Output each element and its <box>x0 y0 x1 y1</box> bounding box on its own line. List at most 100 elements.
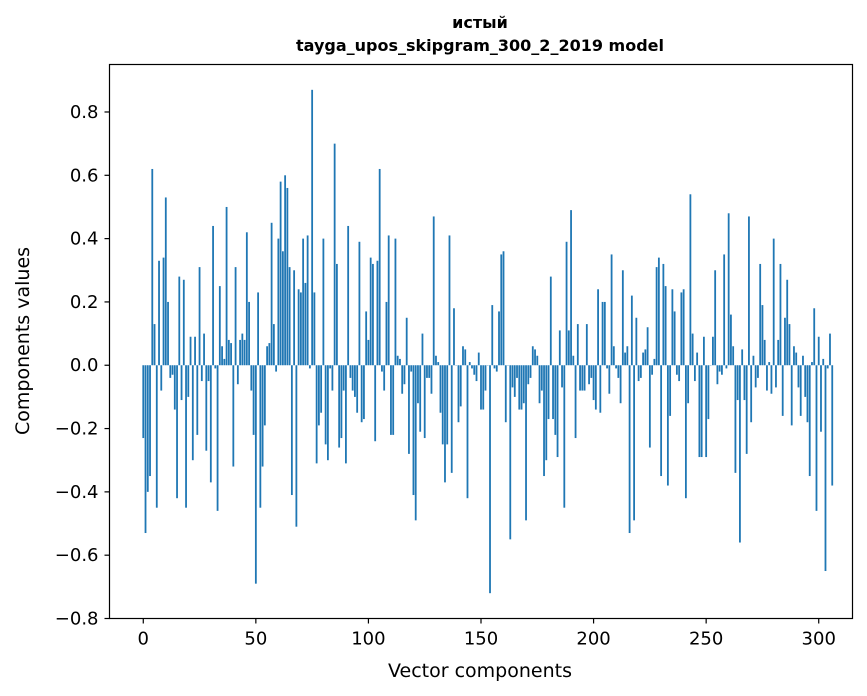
bar <box>750 365 753 423</box>
bar <box>831 365 834 486</box>
bar <box>797 365 800 388</box>
bar <box>248 301 250 366</box>
bar <box>815 365 818 511</box>
bar <box>142 365 145 439</box>
bar <box>552 365 554 420</box>
bar <box>340 365 343 439</box>
bar <box>207 365 210 382</box>
bar <box>529 365 532 378</box>
bar <box>495 365 498 372</box>
bar <box>221 346 223 366</box>
bar <box>775 365 777 388</box>
bar <box>757 365 759 378</box>
bar <box>761 305 764 366</box>
bar <box>349 365 352 378</box>
y-tick-label: 0.2 <box>70 292 99 313</box>
bar <box>500 254 503 366</box>
bar <box>752 355 755 366</box>
bar <box>793 346 795 366</box>
plot-frame <box>108 63 854 620</box>
bar <box>403 365 406 385</box>
bar <box>236 365 239 385</box>
bar <box>644 349 647 366</box>
bar <box>493 365 496 369</box>
bar <box>336 263 338 366</box>
bar <box>540 365 543 391</box>
bar <box>579 365 581 391</box>
bar <box>367 339 370 366</box>
bar <box>705 365 708 458</box>
bar <box>212 225 214 366</box>
bar <box>822 358 825 366</box>
bar <box>680 292 683 366</box>
x-tick-label: 100 <box>351 629 385 650</box>
y-tick-label: 0.6 <box>70 165 99 186</box>
bar <box>200 365 203 382</box>
bar <box>648 365 651 448</box>
bar <box>293 270 296 366</box>
y-tick-label: −0.2 <box>55 419 99 440</box>
bar <box>498 311 500 366</box>
bar <box>155 365 158 508</box>
bar <box>630 295 633 366</box>
y-tick-label: 0.4 <box>70 229 99 250</box>
x-axis-ticks: 0 50 100 150 200 250 300 <box>138 618 836 650</box>
bar <box>583 365 586 391</box>
bar <box>477 352 480 366</box>
bar <box>317 365 320 426</box>
bar <box>766 365 768 391</box>
bar <box>829 333 831 366</box>
bar <box>480 365 482 410</box>
bar <box>673 311 676 366</box>
bar <box>525 365 527 521</box>
bar <box>376 260 379 366</box>
bar <box>284 175 287 366</box>
bar <box>657 257 660 366</box>
bar <box>545 365 548 461</box>
bar <box>691 333 694 366</box>
bar <box>365 311 368 366</box>
bar <box>164 197 167 366</box>
bar <box>813 308 816 366</box>
bar <box>374 365 377 442</box>
bar <box>417 365 419 404</box>
bar <box>302 238 305 366</box>
bar <box>736 365 739 401</box>
bar <box>288 267 291 366</box>
bar <box>426 365 428 378</box>
bar <box>392 365 395 435</box>
bar <box>412 365 415 496</box>
bar <box>252 365 255 435</box>
bar <box>205 365 208 451</box>
bar <box>464 349 467 366</box>
bar <box>311 89 314 366</box>
bar <box>428 365 431 378</box>
x-tick-label: 300 <box>802 629 836 650</box>
bar <box>703 336 705 366</box>
bar <box>189 336 192 366</box>
bar <box>437 362 440 366</box>
bar <box>194 336 196 366</box>
bar <box>261 365 264 467</box>
bar <box>446 365 449 445</box>
x-tick-label: 50 <box>244 629 267 650</box>
y-axis-ticks: −0.8 −0.6 −0.4 −0.2 0.0 0.2 0.4 0.6 0.8 <box>55 102 110 630</box>
bar <box>297 289 300 366</box>
bar <box>198 267 201 366</box>
bar <box>651 365 654 375</box>
bar <box>558 330 561 366</box>
bar <box>723 254 726 366</box>
bar <box>254 365 257 584</box>
bar <box>385 301 388 366</box>
bar <box>563 365 566 508</box>
bar <box>439 365 442 413</box>
bar <box>603 301 606 366</box>
bar <box>320 365 323 413</box>
bar <box>675 365 678 375</box>
bar <box>806 365 809 423</box>
bar <box>678 365 681 382</box>
bar <box>257 292 259 366</box>
x-tick-label: 250 <box>689 629 723 650</box>
bar <box>279 181 282 366</box>
bar <box>363 365 365 420</box>
